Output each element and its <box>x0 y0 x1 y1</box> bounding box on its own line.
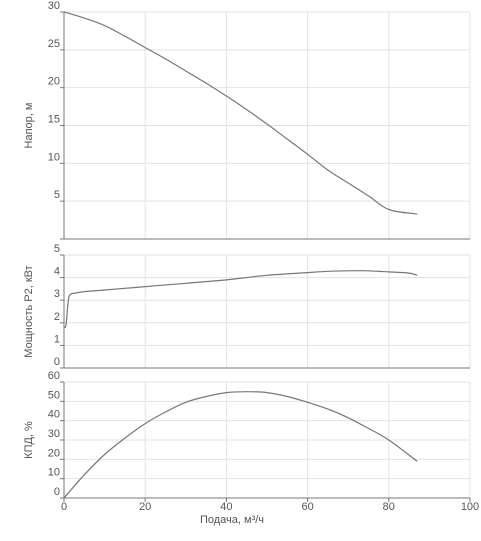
power-ytick-label: 5 <box>54 243 60 255</box>
efficiency-xtick-label: 60 <box>301 501 313 513</box>
efficiency-ytick-label: 40 <box>48 409 60 421</box>
power-ytick-label: 4 <box>54 266 60 278</box>
head-panel: 5 10 15 20 25 30 Напор, м <box>23 0 471 240</box>
efficiency-ytick-label: 30 <box>48 428 60 440</box>
efficiency-xtick-label: 20 <box>139 501 151 513</box>
efficiency-panel: 0 10 20 30 40 50 60 КПД, % 0 20 40 60 80 100 Подача, м… <box>23 370 479 526</box>
power-y-axis-title: Мощность P2, кВт <box>23 265 35 357</box>
head-y-axis-title: Напор, м <box>23 103 35 149</box>
efficiency-ytick-label: 60 <box>48 370 60 382</box>
head-ytick-label: 30 <box>48 0 60 12</box>
head-ytick-label: 5 <box>54 189 60 201</box>
power-series-line <box>63 270 418 329</box>
power-ytick-label: 1 <box>54 333 60 345</box>
efficiency-xtick-label: 100 <box>461 501 479 513</box>
head-ytick-label: 10 <box>48 151 60 163</box>
efficiency-xtick-label: 40 <box>220 501 232 513</box>
power-ytick-label: 0 <box>54 356 60 368</box>
efficiency-ytick-label: 20 <box>48 447 60 459</box>
efficiency-series-line <box>63 391 418 499</box>
efficiency-ytick-label: 0 <box>54 486 60 498</box>
head-ytick-label: 15 <box>48 114 60 126</box>
power-ytick-label: 3 <box>54 288 60 300</box>
efficiency-ytick-label: 50 <box>48 389 60 401</box>
efficiency-x-axis-title: Подача, м³/ч <box>200 514 264 526</box>
head-ytick-label: 20 <box>48 76 60 88</box>
efficiency-xtick-label: 0 <box>61 501 67 513</box>
head-series-line <box>63 11 418 215</box>
power-panel: 0 1 2 3 4 5 Мощность P2, кВт <box>23 243 471 369</box>
efficiency-xtick-label: 80 <box>383 501 395 513</box>
power-ytick-label: 2 <box>54 311 60 323</box>
head-ytick-label: 25 <box>48 38 60 50</box>
efficiency-ytick-label: 10 <box>48 467 60 479</box>
efficiency-y-axis-title: КПД, % <box>23 421 35 459</box>
